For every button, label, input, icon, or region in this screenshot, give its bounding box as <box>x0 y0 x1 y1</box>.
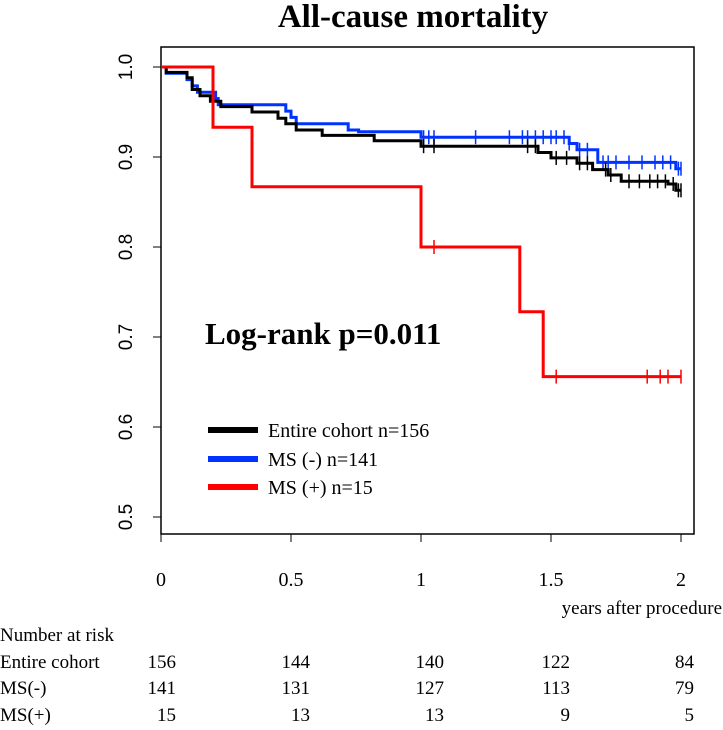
risk-row-label-entire-cohort: Entire cohort <box>0 652 100 673</box>
chart-title: All-cause mortality <box>278 0 549 35</box>
x-tick-label: 1.5 <box>539 569 564 591</box>
legend-label-ms-negative: MS (-) n=141 <box>268 449 378 471</box>
y-tick-label: 0.6 <box>116 414 137 440</box>
y-tick-label: 0.7 <box>116 324 137 350</box>
risk-value: 131 <box>282 678 311 699</box>
legend: Entire cohort n=156 MS (-) n=141 MS (+) … <box>208 420 429 499</box>
x-tick-label: 0.5 <box>279 569 304 591</box>
risk-table: Number at risk Entire cohort MS(-) MS(+)… <box>0 625 695 726</box>
risk-value: 5 <box>685 705 695 726</box>
risk-value: 13 <box>425 705 444 726</box>
series-line-entire-cohort <box>161 65 681 192</box>
risk-row-label-ms-negative: MS(-) <box>0 678 46 699</box>
risk-value: 144 <box>282 652 311 673</box>
legend-label-ms-positive: MS (+) n=15 <box>268 477 373 499</box>
x-ticks: 0 0.5 1 1.5 2 <box>156 534 686 591</box>
risk-value: 122 <box>542 652 571 673</box>
y-tick-label: 0.5 <box>116 504 137 530</box>
x-tick-label: 1 <box>416 569 426 591</box>
risk-value: 15 <box>157 705 176 726</box>
risk-value: 127 <box>416 678 445 699</box>
y-ticks: 0.5 0.6 0.7 0.8 0.9 1.0 <box>116 54 161 530</box>
risk-value: 140 <box>416 652 445 673</box>
x-tick-label: 0 <box>156 569 166 591</box>
logrank-annotation: Log-rank p=0.011 <box>205 316 441 351</box>
y-tick-label: 1.0 <box>116 54 137 80</box>
x-tick-label: 2 <box>676 569 686 591</box>
risk-value: 13 <box>291 705 310 726</box>
series-line-ms-negative <box>161 65 681 171</box>
risk-value: 9 <box>561 705 571 726</box>
risk-value: 113 <box>542 678 570 699</box>
y-tick-label: 0.8 <box>116 234 137 260</box>
risk-values: 156 144 140 122 84 141 131 127 113 79 15 13 13 9 5 <box>148 652 695 726</box>
x-axis-label: years after procedure <box>562 598 722 619</box>
risk-value: 141 <box>148 678 177 699</box>
risk-value: 156 <box>148 652 177 673</box>
risk-value: 84 <box>675 652 695 673</box>
series-line-ms-positive <box>161 65 681 379</box>
risk-row-label-ms-positive: MS(+) <box>0 705 51 726</box>
risk-value: 79 <box>675 678 694 699</box>
risk-table-header: Number at risk <box>0 625 114 646</box>
y-tick-label: 0.9 <box>116 144 137 170</box>
legend-label-entire-cohort: Entire cohort n=156 <box>268 420 429 442</box>
series-layer <box>161 65 682 384</box>
